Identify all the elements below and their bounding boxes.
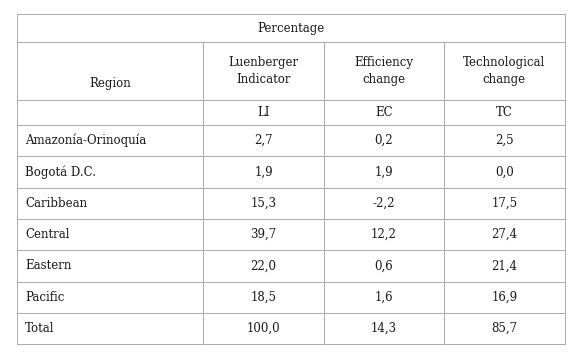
Text: 1,6: 1,6 xyxy=(375,291,393,304)
Text: 16,9: 16,9 xyxy=(491,291,517,304)
Text: Luenberger
Indicator: Luenberger Indicator xyxy=(229,56,299,86)
Text: LI: LI xyxy=(257,106,270,119)
Text: Eastern: Eastern xyxy=(25,260,72,272)
Text: Efficiency
change: Efficiency change xyxy=(354,56,413,86)
Text: 39,7: 39,7 xyxy=(250,228,277,241)
Text: Bogotá D.C.: Bogotá D.C. xyxy=(25,165,96,179)
Text: 15,3: 15,3 xyxy=(251,197,276,210)
Text: 1,9: 1,9 xyxy=(375,165,393,178)
Text: 2,5: 2,5 xyxy=(495,134,514,147)
Text: 21,4: 21,4 xyxy=(491,260,517,272)
Text: 22,0: 22,0 xyxy=(251,260,276,272)
Text: EC: EC xyxy=(375,106,393,119)
Text: 14,3: 14,3 xyxy=(371,322,397,335)
Text: 0,6: 0,6 xyxy=(375,260,393,272)
Text: Technological
change: Technological change xyxy=(463,56,545,86)
Text: 85,7: 85,7 xyxy=(491,322,517,335)
Text: -2,2: -2,2 xyxy=(372,197,395,210)
Text: Total: Total xyxy=(25,322,55,335)
Text: Region: Region xyxy=(90,77,132,90)
Text: TC: TC xyxy=(496,106,513,119)
Text: Central: Central xyxy=(25,228,69,241)
Text: Pacific: Pacific xyxy=(25,291,65,304)
Text: 17,5: 17,5 xyxy=(491,197,517,210)
Text: 27,4: 27,4 xyxy=(491,228,517,241)
Text: Amazonía-Orinoquía: Amazonía-Orinoquía xyxy=(25,134,146,147)
Text: 0,0: 0,0 xyxy=(495,165,514,178)
Text: 18,5: 18,5 xyxy=(251,291,276,304)
Text: 0,2: 0,2 xyxy=(375,134,393,147)
Text: 12,2: 12,2 xyxy=(371,228,397,241)
Text: 100,0: 100,0 xyxy=(247,322,281,335)
Text: Caribbean: Caribbean xyxy=(25,197,87,210)
Text: Percentage: Percentage xyxy=(257,22,325,35)
Text: 1,9: 1,9 xyxy=(254,165,273,178)
Text: 2,7: 2,7 xyxy=(254,134,273,147)
